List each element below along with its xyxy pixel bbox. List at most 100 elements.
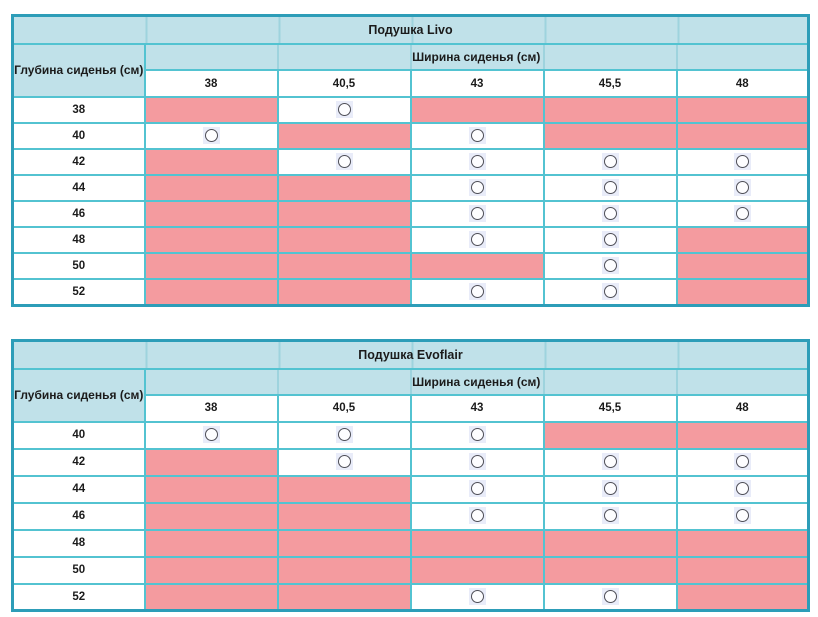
- cell-available: [409, 226, 545, 254]
- cell-available: [542, 174, 678, 202]
- cell-unavailable: [675, 96, 810, 124]
- circle-icon: [468, 283, 486, 301]
- row-depth-label: 42: [11, 447, 146, 477]
- cell-available: [542, 226, 678, 254]
- cell-unavailable: [143, 582, 279, 612]
- col-width-label: 40,5: [276, 393, 412, 423]
- cell-unavailable: [143, 174, 279, 202]
- cell-available: [542, 200, 678, 228]
- circle-icon-glyph: [603, 259, 617, 273]
- circle-icon-glyph: [603, 482, 617, 496]
- cell-unavailable: [276, 474, 412, 504]
- cell-available: [675, 447, 810, 477]
- table-row: 50: [11, 252, 810, 280]
- circle-icon: [601, 231, 619, 249]
- cell-unavailable: [276, 252, 412, 280]
- table-row: 40: [11, 420, 810, 450]
- cell-unavailable: [143, 148, 279, 176]
- cell-available: [409, 200, 545, 228]
- col-width-label: 38: [143, 393, 279, 423]
- cell-available: [409, 474, 545, 504]
- cell-unavailable: [276, 501, 412, 531]
- col-group-header-width: Ширина сиденья (см): [143, 43, 810, 71]
- cell-unavailable: [276, 555, 412, 585]
- row-depth-label: 46: [11, 501, 146, 531]
- cell-unavailable: [143, 226, 279, 254]
- cell-available: [542, 474, 678, 504]
- cell-unavailable: [276, 582, 412, 612]
- circle-icon-glyph: [735, 509, 749, 523]
- circle-icon-glyph: [735, 181, 749, 195]
- row-header-depth: Глубина сиденья (см): [11, 367, 146, 423]
- circle-icon-glyph: [337, 428, 351, 442]
- circle-icon-glyph: [735, 482, 749, 496]
- table-title: Подушка Evoflair: [11, 339, 810, 370]
- circle-icon-glyph: [204, 428, 218, 442]
- circle-icon: [733, 179, 751, 197]
- cell-available: [409, 582, 545, 612]
- cell-unavailable: [276, 278, 412, 306]
- cell-available: [542, 278, 678, 306]
- cell-available: [542, 447, 678, 477]
- cell-unavailable: [143, 96, 279, 124]
- cell-unavailable: [409, 555, 545, 585]
- row-depth-label: 44: [11, 474, 146, 504]
- circle-icon: [468, 205, 486, 223]
- cell-available: [542, 501, 678, 531]
- cell-available: [276, 96, 412, 124]
- circle-icon-glyph: [735, 155, 749, 169]
- circle-icon-glyph: [470, 455, 484, 469]
- circle-icon: [468, 127, 486, 145]
- table-row: 48: [11, 226, 810, 254]
- row-depth-label: 48: [11, 528, 146, 558]
- circle-icon: [335, 101, 353, 119]
- circle-icon-glyph: [470, 207, 484, 221]
- circle-icon: [468, 179, 486, 197]
- circle-icon: [468, 453, 486, 471]
- row-depth-label: 38: [11, 96, 146, 124]
- col-width-label: 48: [675, 69, 810, 98]
- cell-unavailable: [542, 420, 678, 450]
- cell-unavailable: [143, 555, 279, 585]
- row-depth-label: 44: [11, 174, 146, 202]
- circle-icon: [202, 127, 220, 145]
- cell-unavailable: [276, 226, 412, 254]
- col-width-label: 38: [143, 69, 279, 98]
- cell-available: [675, 501, 810, 531]
- cell-available: [409, 278, 545, 306]
- cell-unavailable: [675, 278, 810, 306]
- circle-icon: [733, 507, 751, 525]
- circle-icon-glyph: [603, 233, 617, 247]
- cell-unavailable: [542, 555, 678, 585]
- cell-unavailable: [675, 555, 810, 585]
- tables-container: Подушка Livo Глубина сиденья (см) Ширина с…: [11, 14, 811, 612]
- cell-available: [542, 582, 678, 612]
- cell-available: [409, 174, 545, 202]
- cell-available: [675, 200, 810, 228]
- table-title: Подушка Livo: [11, 14, 810, 45]
- cell-unavailable: [143, 447, 279, 477]
- cell-available: [143, 122, 279, 150]
- table-row: 52: [11, 582, 810, 612]
- cell-unavailable: [143, 252, 279, 280]
- table-row: 40: [11, 122, 810, 150]
- table-row: 52: [11, 278, 810, 306]
- row-depth-label: 40: [11, 420, 146, 450]
- circle-icon-glyph: [735, 207, 749, 221]
- cell-unavailable: [675, 252, 810, 280]
- row-depth-label: 52: [11, 582, 146, 612]
- circle-icon: [335, 426, 353, 444]
- circle-icon: [601, 283, 619, 301]
- cell-unavailable: [409, 528, 545, 558]
- circle-icon: [601, 257, 619, 275]
- row-depth-label: 42: [11, 148, 146, 176]
- table-row: 44: [11, 174, 810, 202]
- circle-icon-glyph: [337, 103, 351, 117]
- circle-icon: [601, 588, 619, 606]
- circle-icon: [733, 453, 751, 471]
- row-depth-label: 48: [11, 226, 146, 254]
- table-row: 38: [11, 96, 810, 124]
- circle-icon: [601, 453, 619, 471]
- circle-icon-glyph: [603, 181, 617, 195]
- cell-unavailable: [542, 122, 678, 150]
